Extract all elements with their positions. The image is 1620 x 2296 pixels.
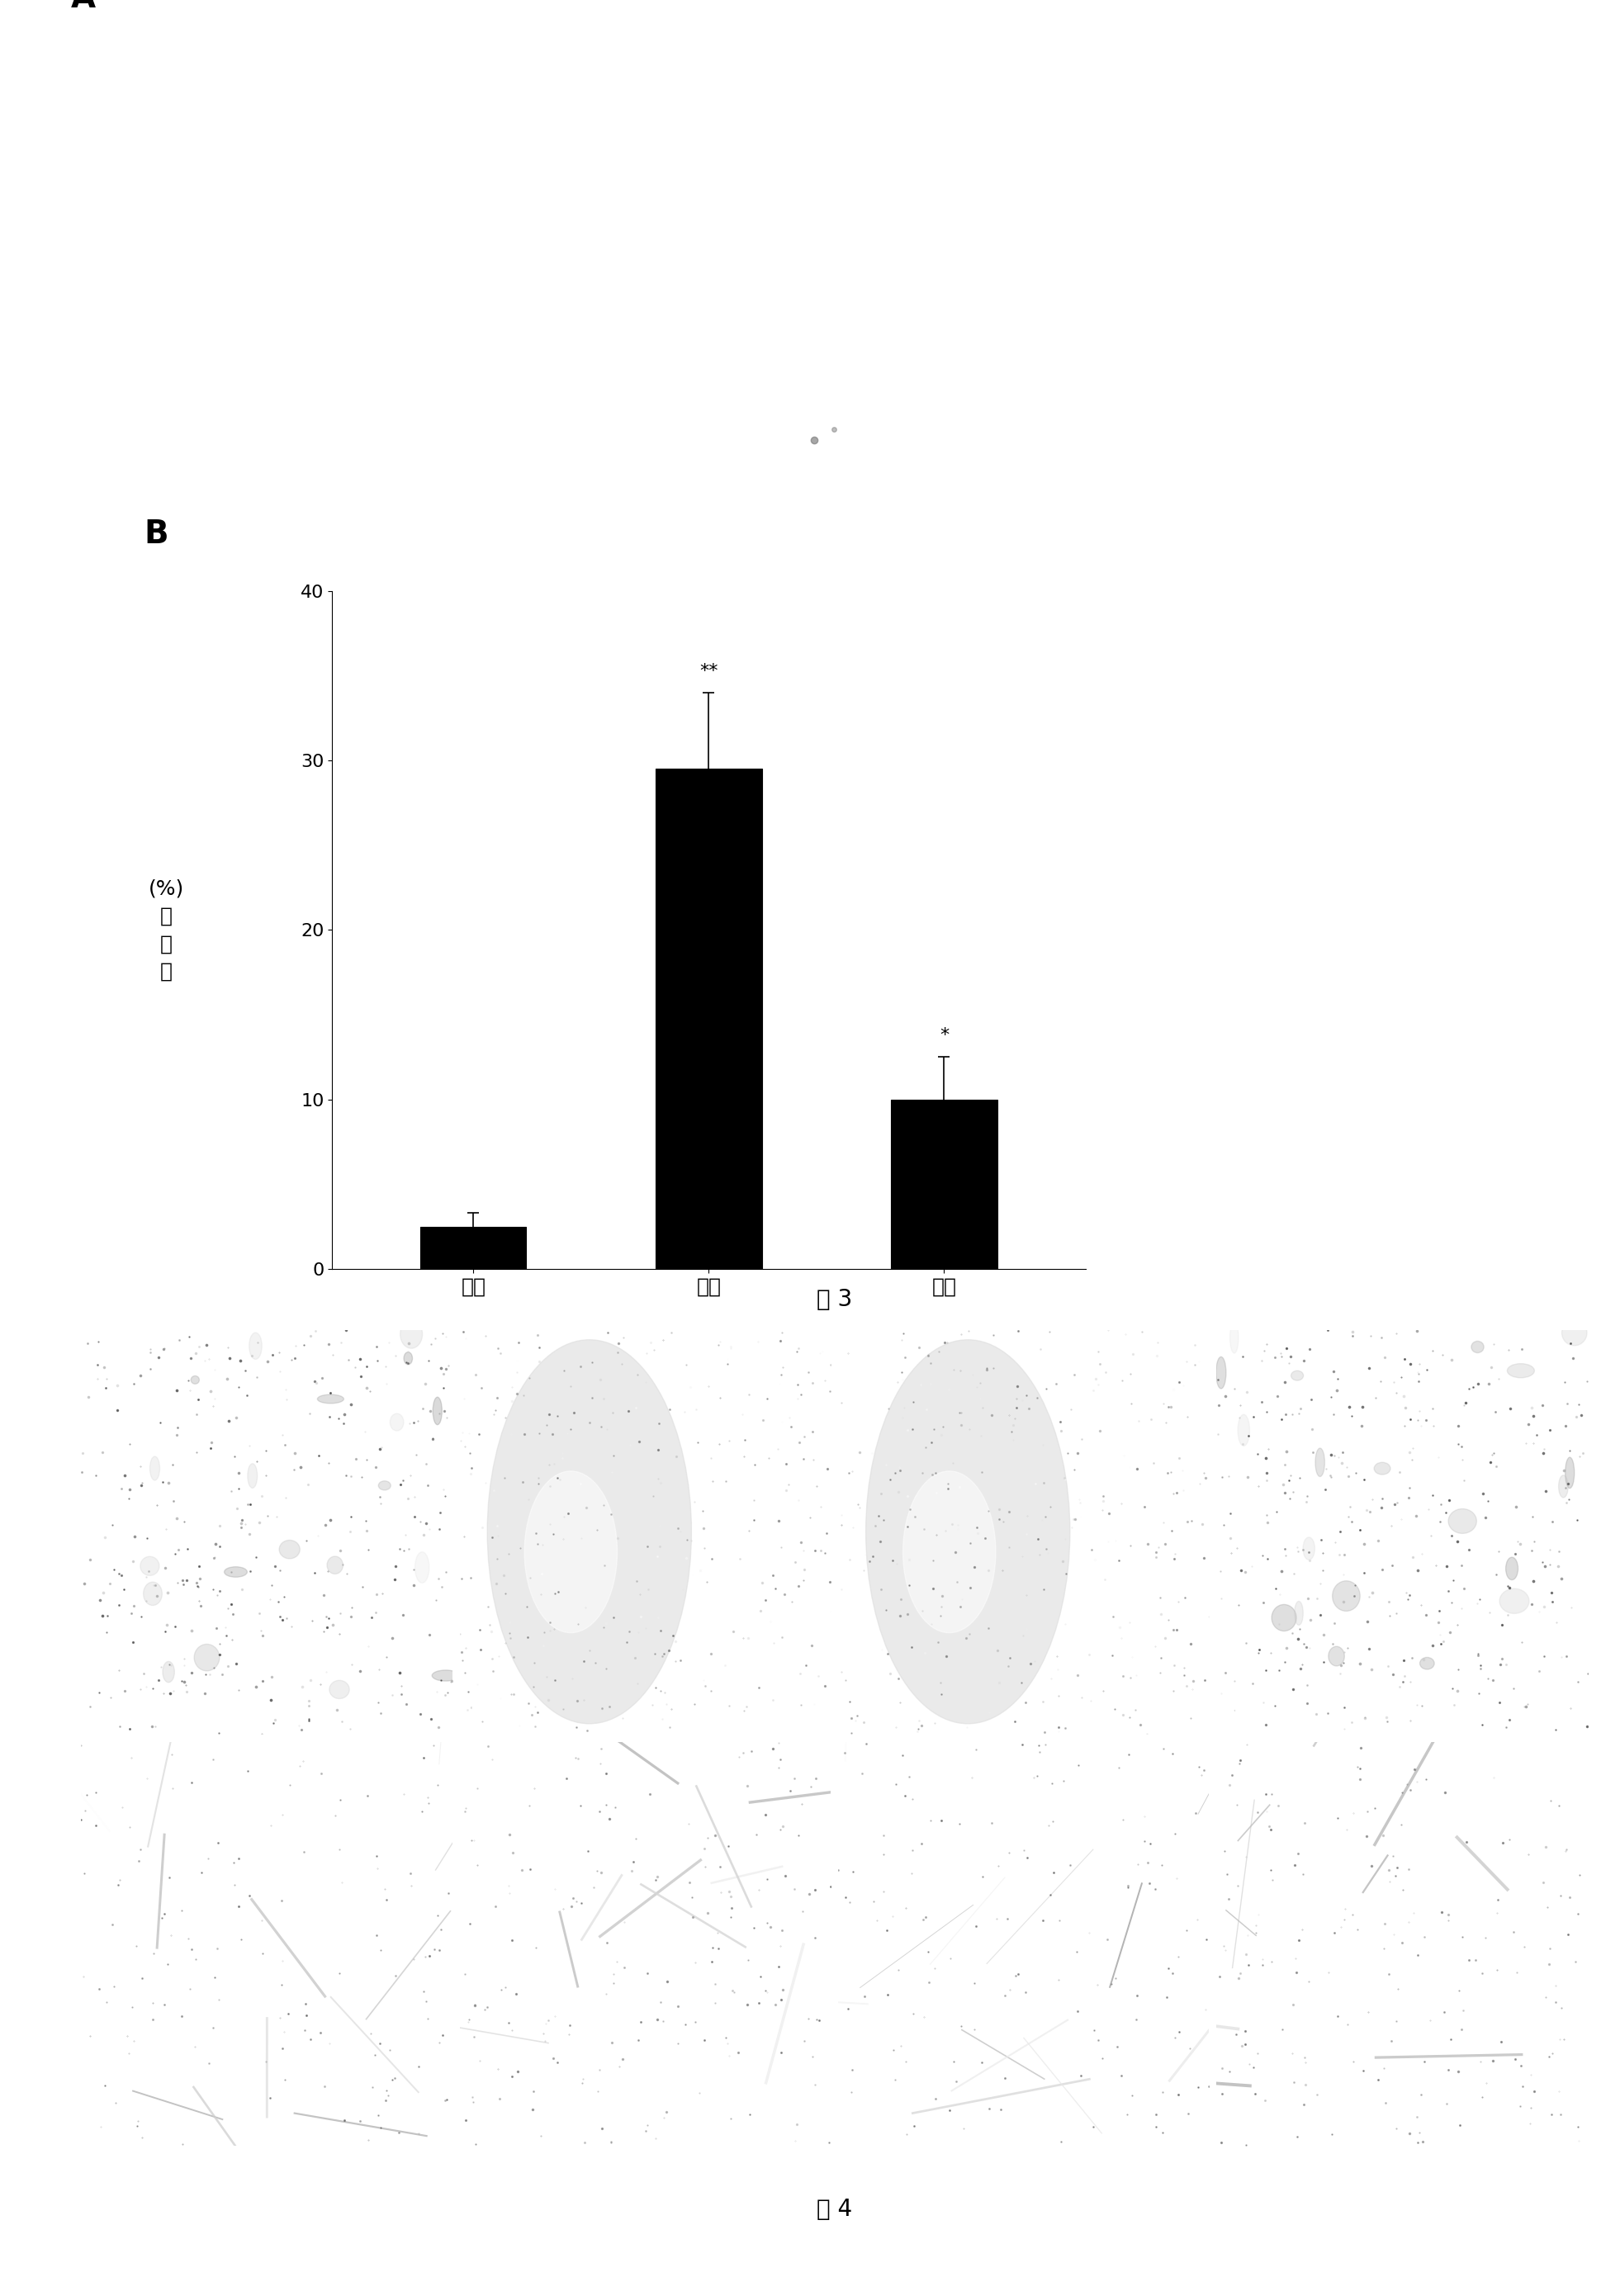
Ellipse shape [1419,1658,1434,1669]
Text: c: c [1106,542,1116,558]
Text: a: a [92,1699,102,1713]
Ellipse shape [403,1352,413,1364]
Text: f: f [471,2110,478,2126]
Ellipse shape [1230,1322,1239,1352]
Ellipse shape [1291,1371,1304,1380]
Text: e: e [92,2110,102,2126]
Text: d: d [1228,1699,1238,1713]
Text: (%)
凋
亡
率: (%) 凋 亡 率 [149,879,185,980]
Ellipse shape [141,1557,159,1575]
Ellipse shape [1332,1582,1361,1612]
Ellipse shape [400,1320,423,1348]
Ellipse shape [1374,1463,1390,1474]
Ellipse shape [194,1644,219,1671]
Ellipse shape [865,1341,1069,1724]
Text: *: * [940,1026,949,1045]
Ellipse shape [279,1541,300,1559]
Ellipse shape [191,1375,199,1384]
Ellipse shape [1448,1508,1476,1534]
Text: **: ** [700,664,718,680]
Text: B: B [144,519,168,551]
Ellipse shape [1328,1646,1345,1667]
Ellipse shape [162,1662,175,1683]
Text: a: a [96,542,107,558]
Ellipse shape [433,1396,442,1426]
Text: b: b [601,542,612,558]
Ellipse shape [1294,1600,1302,1626]
Ellipse shape [379,1481,390,1490]
Text: g: g [849,2110,860,2126]
Text: h: h [1228,2110,1238,2126]
Ellipse shape [248,1463,258,1488]
Ellipse shape [1238,1414,1249,1446]
Ellipse shape [390,1414,403,1430]
Ellipse shape [1217,1357,1226,1389]
Ellipse shape [525,1472,617,1632]
Ellipse shape [1471,1341,1484,1352]
Ellipse shape [329,1681,350,1699]
Text: 图 3: 图 3 [816,1288,852,1311]
Ellipse shape [1558,1476,1568,1497]
Text: c: c [849,1699,859,1713]
Ellipse shape [151,1456,160,1481]
Ellipse shape [433,1669,460,1681]
Bar [656,769,761,1270]
Ellipse shape [1565,1458,1575,1488]
Text: 图 4: 图 4 [816,2197,852,2220]
Ellipse shape [249,1332,262,1359]
Bar [891,1100,998,1270]
Text: 40.00 μm: 40.00 μm [978,517,1017,526]
Ellipse shape [1500,1589,1529,1614]
Text: b: b [471,1699,481,1713]
Text: A: A [71,0,96,14]
Ellipse shape [144,1582,162,1605]
Ellipse shape [327,1557,343,1575]
Text: 40.00 μm: 40.00 μm [473,517,512,526]
Ellipse shape [318,1394,343,1403]
Ellipse shape [1505,1557,1518,1580]
Bar [420,1226,527,1270]
Ellipse shape [1315,1449,1325,1476]
Ellipse shape [1302,1538,1315,1559]
Ellipse shape [1272,1605,1296,1630]
Ellipse shape [1562,1320,1588,1345]
Ellipse shape [224,1566,248,1577]
Text: 40.00 μm: 40.00 μm [1484,517,1523,526]
Ellipse shape [1507,1364,1534,1378]
Ellipse shape [902,1472,996,1632]
Ellipse shape [415,1552,429,1582]
Ellipse shape [488,1341,692,1724]
